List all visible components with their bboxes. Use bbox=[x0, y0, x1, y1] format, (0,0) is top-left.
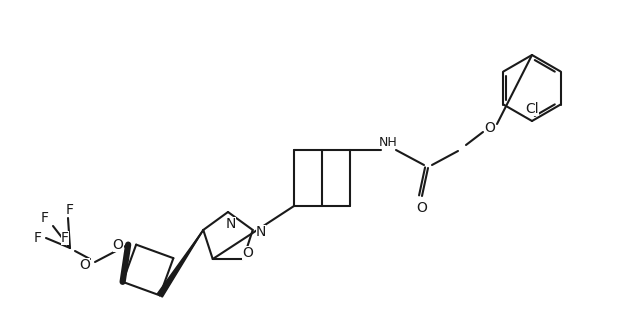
Text: O: O bbox=[242, 246, 253, 260]
Text: O: O bbox=[485, 121, 495, 135]
Text: N: N bbox=[256, 225, 266, 239]
Text: F: F bbox=[66, 203, 74, 217]
Text: N: N bbox=[226, 217, 236, 231]
Polygon shape bbox=[157, 230, 203, 297]
Text: NH: NH bbox=[379, 135, 397, 148]
Text: Cl: Cl bbox=[525, 102, 539, 116]
Text: O: O bbox=[417, 201, 427, 215]
Text: O: O bbox=[79, 258, 90, 272]
Text: F: F bbox=[34, 231, 42, 245]
Text: F: F bbox=[61, 231, 69, 245]
Text: F: F bbox=[41, 211, 49, 225]
Text: O: O bbox=[113, 238, 124, 252]
